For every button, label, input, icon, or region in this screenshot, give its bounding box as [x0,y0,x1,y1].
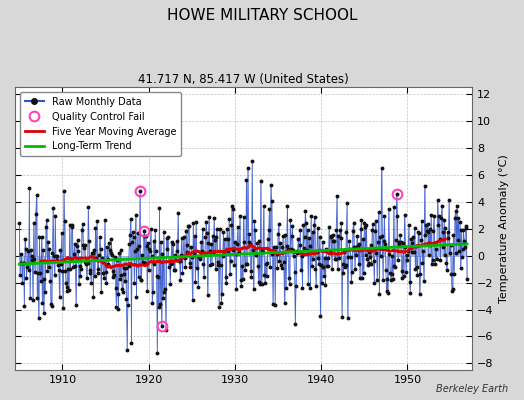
Y-axis label: Temperature Anomaly (°C): Temperature Anomaly (°C) [499,154,509,303]
Title: 41.717 N, 85.417 W (United States): 41.717 N, 85.417 W (United States) [138,73,349,86]
Text: Berkeley Earth: Berkeley Earth [436,384,508,394]
Text: HOWE MILITARY SCHOOL: HOWE MILITARY SCHOOL [167,8,357,23]
Legend: Raw Monthly Data, Quality Control Fail, Five Year Moving Average, Long-Term Tren: Raw Monthly Data, Quality Control Fail, … [20,92,181,156]
